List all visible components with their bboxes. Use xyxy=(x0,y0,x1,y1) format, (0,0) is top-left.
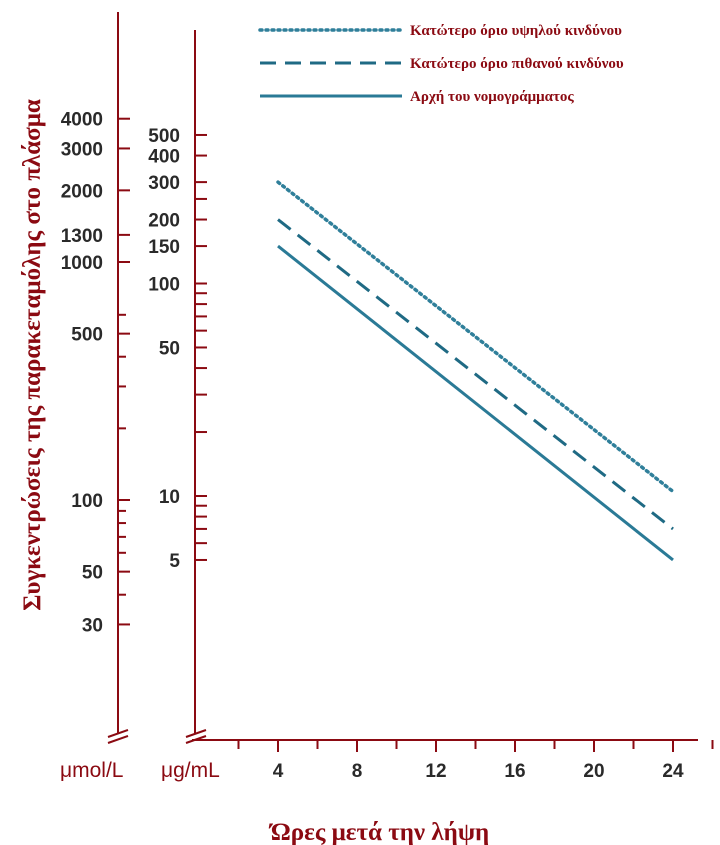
y-axis-title: Συγκεντρώσεις της παρακεταμόλης στο πλάσ… xyxy=(19,99,46,611)
x-axis: 4 8 12 16 20 24 xyxy=(192,739,714,782)
y-tick-label-ugml: 200 xyxy=(148,211,180,232)
unit-label-umol: μmol/L xyxy=(60,759,123,782)
y-tick-label-ugml: 100 xyxy=(148,275,180,296)
series-layer xyxy=(276,180,675,562)
y-tick-label-ugml: 10 xyxy=(159,487,180,508)
unit-label-ugml: μg/mL xyxy=(161,759,220,782)
y-tick-label-umol: 1000 xyxy=(61,253,103,274)
series-line-dashed xyxy=(277,218,674,531)
y-tick-label-ugml: 50 xyxy=(159,338,180,359)
x-tick-label: 4 xyxy=(273,761,284,782)
series-line-solid xyxy=(277,244,674,562)
x-tick-label: 8 xyxy=(352,761,363,782)
legend-label: Κατώτερο όριο πιθανού κινδύνου xyxy=(410,56,624,72)
x-tick-label: 24 xyxy=(662,761,684,782)
x-tick-label: 20 xyxy=(583,761,604,782)
y-tick-label-ugml: 500 xyxy=(148,126,180,147)
legend-label: Κατώτερο όριο υψηλού κινδύνου xyxy=(410,23,622,39)
x-tick-label: 12 xyxy=(425,761,446,782)
y-tick-label-umol: 2000 xyxy=(61,181,103,202)
x-tick-label: 16 xyxy=(504,761,525,782)
series-line-dotted xyxy=(276,180,675,494)
y-tick-label-umol: 4000 xyxy=(61,110,103,131)
y-tick-label-umol: 1300 xyxy=(61,226,103,247)
y-tick-label-umol: 3000 xyxy=(61,139,103,160)
y-tick-label-umol: 30 xyxy=(82,615,103,636)
legend-label: Αρχή του νομογράμματος xyxy=(410,89,574,105)
y-tick-label-umol: 500 xyxy=(71,325,103,346)
axis-break-umol xyxy=(107,729,129,744)
legend: Κατώτερο όριο υψηλού κινδύνου Κατώτερο όρ… xyxy=(258,23,624,105)
y-tick-label-umol: 100 xyxy=(71,491,103,512)
y-tick-label-ugml: 5 xyxy=(169,551,180,572)
y-axis-umol: 30 50 100 500 1000 1300 2000 3000 4000 xyxy=(61,12,130,744)
y-tick-label-umol: 50 xyxy=(82,563,103,584)
x-axis-title: Ώρες μετά την λήψη xyxy=(269,819,489,845)
y-tick-label-ugml: 300 xyxy=(148,173,180,194)
y-tick-label-ugml: 400 xyxy=(148,147,180,168)
y-tick-label-ugml: 150 xyxy=(148,237,180,258)
